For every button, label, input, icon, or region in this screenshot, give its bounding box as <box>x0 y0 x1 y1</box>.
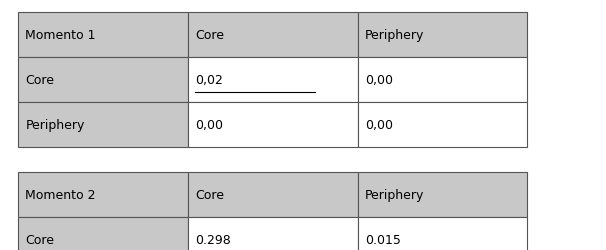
Text: 0,00: 0,00 <box>365 118 393 132</box>
Text: Core: Core <box>25 234 55 246</box>
Bar <box>188 102 358 148</box>
Bar <box>358 218 527 250</box>
Text: Periphery: Periphery <box>365 188 424 202</box>
Text: 0.015: 0.015 <box>365 234 401 246</box>
Text: 0,00: 0,00 <box>195 118 223 132</box>
Text: Momento 1: Momento 1 <box>25 28 96 42</box>
Bar <box>18 58 188 102</box>
Text: 0,02: 0,02 <box>195 74 223 86</box>
Bar <box>358 58 527 102</box>
Text: Core: Core <box>195 28 224 42</box>
Bar <box>188 172 358 218</box>
Bar <box>358 172 527 218</box>
Bar <box>18 102 188 148</box>
Text: 0,00: 0,00 <box>365 74 393 86</box>
Bar <box>188 218 358 250</box>
Bar <box>18 218 188 250</box>
Text: Periphery: Periphery <box>25 118 85 132</box>
Text: Core: Core <box>25 74 55 86</box>
Bar <box>188 12 358 58</box>
Bar <box>18 12 188 58</box>
Bar <box>358 102 527 148</box>
Text: Momento 2: Momento 2 <box>25 188 96 202</box>
Text: Periphery: Periphery <box>365 28 424 42</box>
Text: 0.298: 0.298 <box>195 234 231 246</box>
Bar <box>18 172 188 218</box>
Bar <box>188 58 358 102</box>
Bar <box>358 12 527 58</box>
Text: Core: Core <box>195 188 224 202</box>
